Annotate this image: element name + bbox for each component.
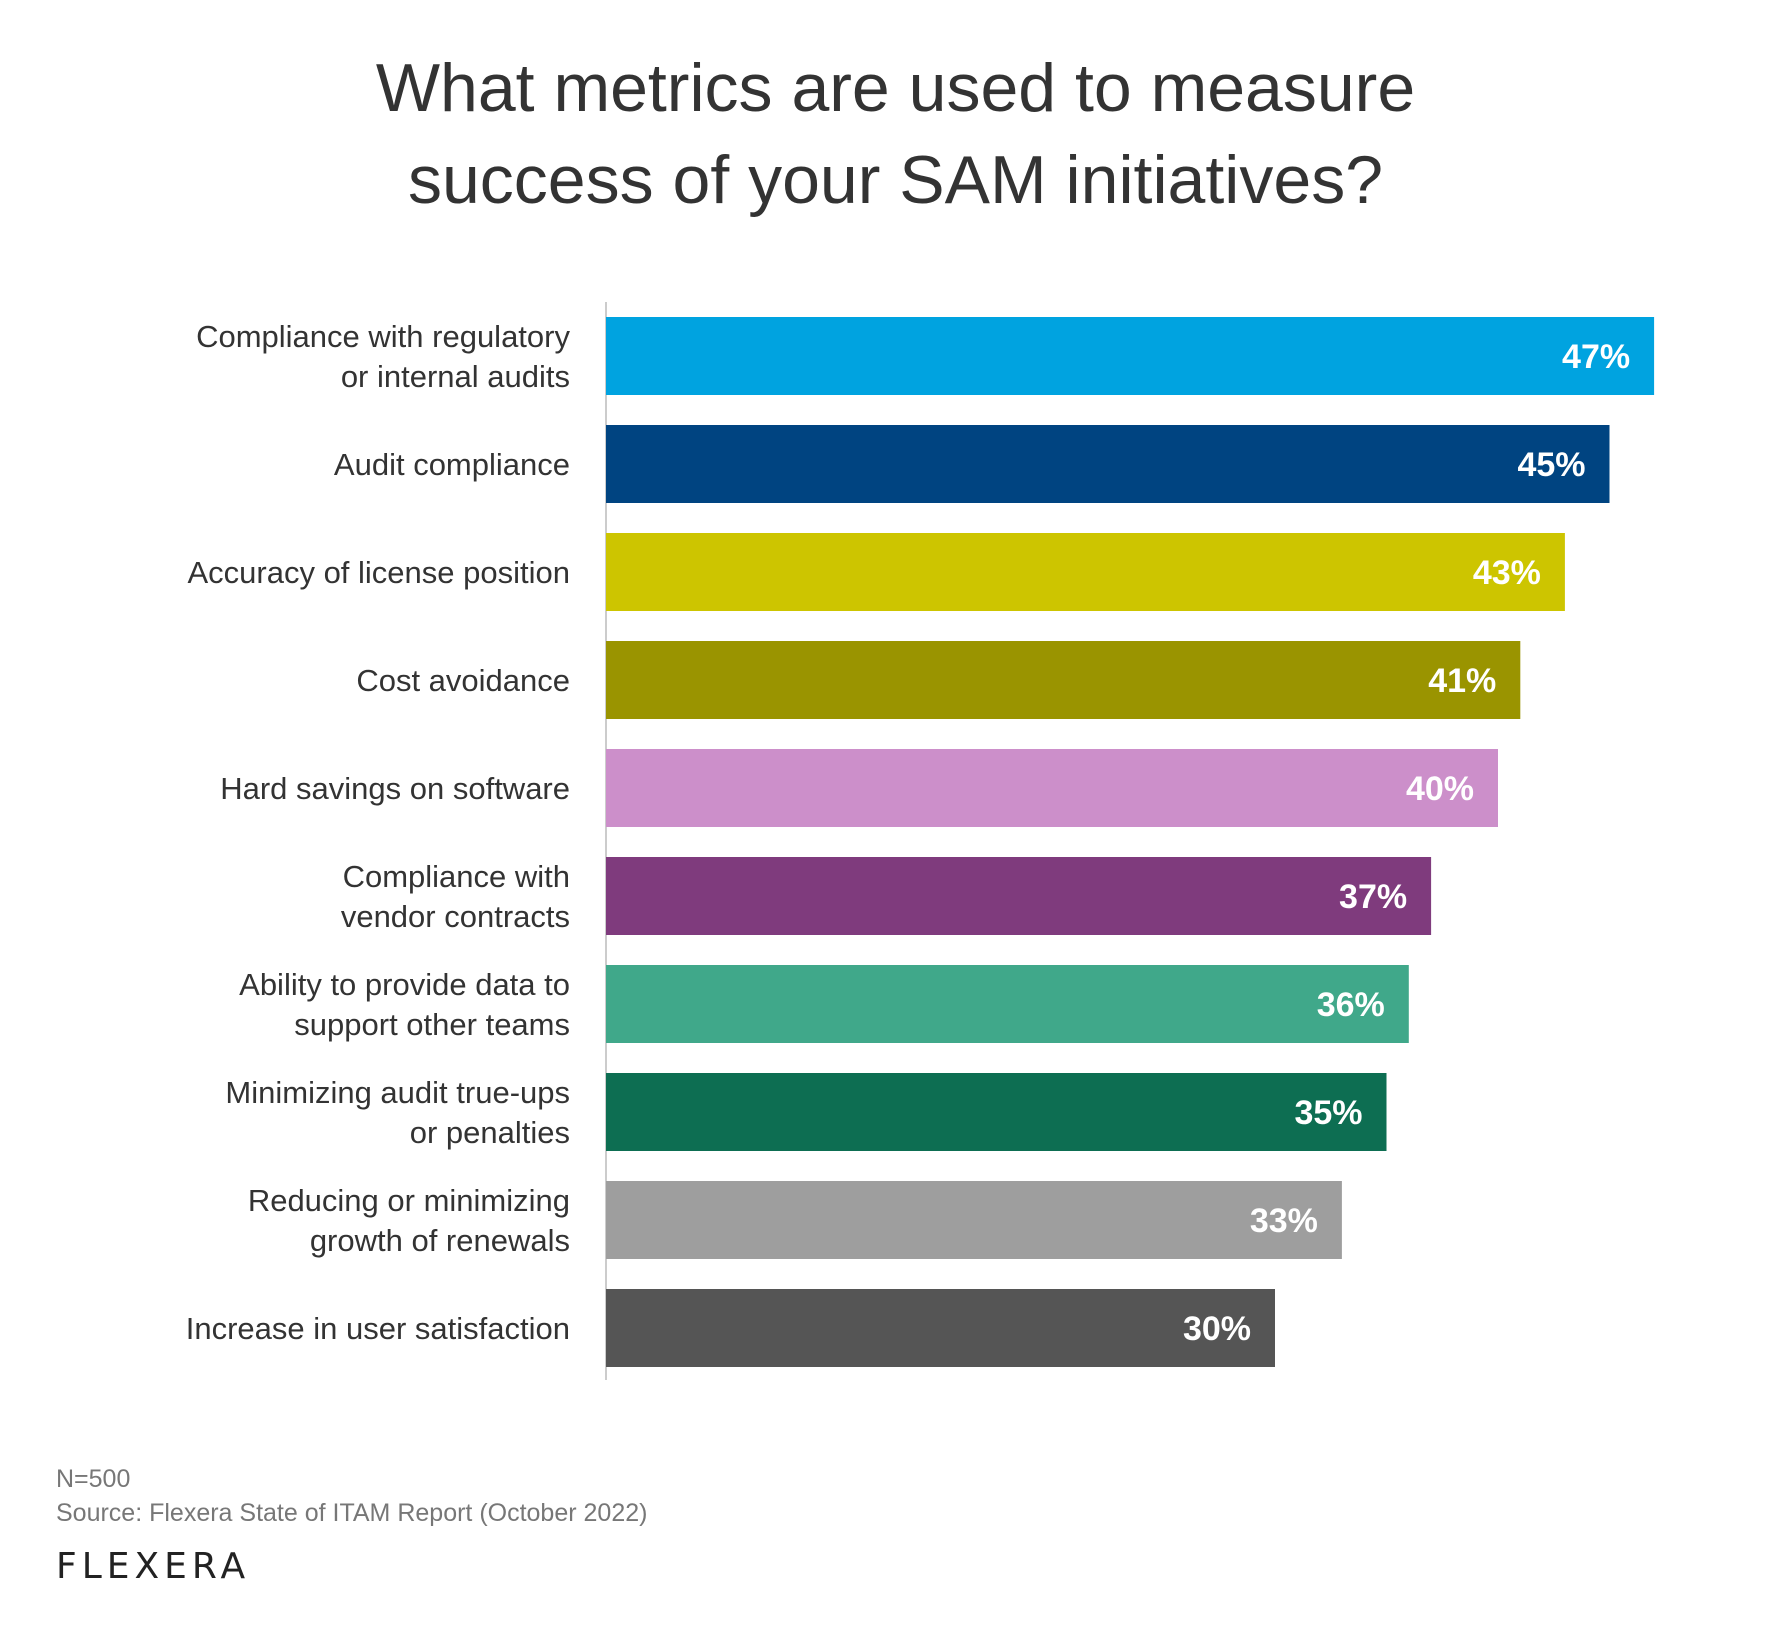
flexera-logo: FLEXERA [56,1546,251,1587]
bar-1 [606,317,1655,395]
category-label-6: Compliance with vendor contracts [341,859,570,934]
source-note: Source: Flexera State of ITAM Report (Oc… [56,1499,648,1527]
chart-title-line-1: What metrics are used to measure [375,50,1416,126]
bar-4 [606,641,1521,719]
bar-value-label-3: 43% [1473,554,1541,592]
chart-title: What metrics are used to measure success… [0,42,1791,226]
bar-10 [606,1289,1275,1367]
bar-5 [606,749,1498,827]
bar-value-label-1: 47% [1562,338,1630,376]
category-label-10: Increase in user satisfaction [186,1311,570,1346]
bar-2 [606,425,1610,503]
bar-value-label-8: 35% [1294,1094,1362,1132]
category-label-1: Compliance with regulatory or internal au… [196,319,570,394]
bar-6 [606,857,1432,935]
bar-value-label-9: 33% [1250,1202,1318,1240]
category-label-5: Hard savings on software [220,771,570,806]
category-label-2: Audit compliance [334,447,570,482]
bar-7 [606,965,1409,1043]
bar-value-label-7: 36% [1317,986,1385,1024]
category-label-4: Cost avoidance [356,663,570,698]
chart-title-line-2: success of your SAM initiatives? [407,142,1384,218]
bar-9 [606,1181,1342,1259]
bar-8 [606,1073,1387,1151]
bar-value-label-4: 41% [1428,662,1496,700]
bar-value-label-6: 37% [1339,878,1407,916]
category-label-8: Minimizing audit true-ups or penalties [225,1075,570,1150]
chart-footer: N=500 Source: Flexera State of ITAM Repo… [56,1462,647,1530]
category-label-7: Ability to provide data to support other … [239,967,570,1042]
bar-3 [606,533,1565,611]
bar-value-label-10: 30% [1183,1310,1251,1348]
category-label-9: Reducing or minimizing growth of renewals [248,1183,570,1258]
sample-size-note: N=500 [56,1465,131,1493]
bar-value-label-2: 45% [1517,446,1585,484]
category-label-3: Accuracy of license position [187,555,570,590]
bar-value-label-5: 40% [1406,770,1474,808]
